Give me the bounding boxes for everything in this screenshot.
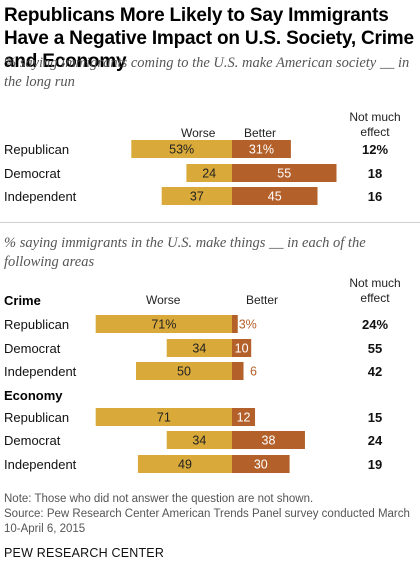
section-1-row-label-independent: Independent bbox=[4, 189, 77, 204]
crime-worse-bar-republican bbox=[95, 315, 233, 333]
society-better-bar-independent bbox=[232, 187, 318, 205]
footer-note: Note: Those who did not answer the quest… bbox=[4, 493, 314, 505]
crime-worse-label-democrat: 34 bbox=[192, 342, 206, 356]
section-1-worse-header: Worse bbox=[181, 126, 216, 140]
economy-better-label-independent: 30 bbox=[254, 458, 268, 472]
section-1-row-label-republican: Republican bbox=[4, 142, 70, 157]
section-1-subtitle: % saying immigrants coming to the U.S. m… bbox=[4, 55, 410, 90]
economy-worse-bar-independent bbox=[137, 455, 232, 473]
economy-better-bar-republican bbox=[232, 408, 256, 426]
crime-better-bar-independent bbox=[232, 362, 244, 380]
crime-better-bar-republican bbox=[232, 315, 238, 333]
group-label-economy: Economy bbox=[4, 388, 63, 403]
economy-better-label-democrat: 38 bbox=[262, 434, 276, 448]
society-better-label-independent: 45 bbox=[268, 190, 282, 204]
section-1-effect-header: Not much effect bbox=[349, 110, 401, 139]
chart-title: Republicans More Likely to Say Immigrant… bbox=[4, 5, 414, 72]
crime-worse-bar-democrat bbox=[166, 339, 232, 357]
section-1-row-label-democrat: Democrat bbox=[4, 166, 61, 181]
section-2-better-header: Better bbox=[246, 293, 279, 307]
crime-row-label-independent: Independent bbox=[4, 364, 77, 379]
economy-worse-label-democrat: 34 bbox=[192, 434, 206, 448]
crime-better-bar-democrat bbox=[232, 339, 252, 357]
crime-effect-value-independent: 42 bbox=[367, 364, 383, 379]
crime-worse-label-independent: 50 bbox=[177, 365, 191, 379]
crime-row-label-democrat: Democrat bbox=[4, 341, 61, 356]
section-2-subtitle: % saying immigrants in the U.S. make thi… bbox=[4, 235, 366, 270]
society-worse-label-independent: 37 bbox=[190, 190, 204, 204]
society-worse-bar-republican bbox=[131, 140, 232, 158]
section-1-better-header: Better bbox=[244, 126, 277, 140]
section-2-effect-header: Not much effect bbox=[349, 276, 401, 305]
economy-worse-label-republican: 71 bbox=[157, 411, 171, 425]
society-better-label-republican: 31% bbox=[249, 143, 274, 157]
economy-row-label-independent: Independent bbox=[4, 457, 77, 472]
economy-effect-value-republican: 15 bbox=[367, 410, 383, 425]
crime-better-label-democrat: 10 bbox=[235, 342, 249, 356]
economy-row-label-democrat: Democrat bbox=[4, 433, 61, 448]
economy-effect-value-democrat: 24 bbox=[367, 433, 383, 448]
society-worse-bar-independent bbox=[161, 187, 232, 205]
section-divider bbox=[0, 222, 420, 223]
society-better-label-democrat: 55 bbox=[277, 167, 291, 181]
crime-better-label-republican: 3% bbox=[239, 318, 257, 332]
society-better-bar-republican bbox=[232, 140, 291, 158]
economy-worse-bar-democrat bbox=[166, 431, 232, 449]
economy-better-bar-independent bbox=[232, 455, 290, 473]
crime-row-label-republican: Republican bbox=[4, 317, 70, 332]
society-worse-label-republican: 53% bbox=[169, 143, 194, 157]
crime-better-label-independent: 6 bbox=[250, 365, 257, 379]
society-worse-label-democrat: 24 bbox=[202, 167, 216, 181]
section-1-effect-value-republican: 12% bbox=[361, 142, 389, 157]
section-1-effect-value-democrat: 18 bbox=[367, 166, 383, 181]
footer-source: Source: Pew Research Center American Tre… bbox=[4, 508, 410, 535]
economy-better-bar-democrat bbox=[232, 431, 305, 449]
section-1-effect-value-independent: 16 bbox=[367, 189, 383, 204]
footer-brand: PEW RESEARCH CENTER bbox=[4, 546, 165, 560]
economy-row-label-republican: Republican bbox=[4, 410, 70, 425]
society-worse-bar-democrat bbox=[186, 164, 232, 182]
economy-worse-label-independent: 49 bbox=[178, 458, 192, 472]
economy-worse-bar-republican bbox=[95, 408, 233, 426]
economy-better-label-republican: 12 bbox=[237, 411, 251, 425]
society-better-bar-democrat bbox=[232, 164, 337, 182]
crime-worse-bar-independent bbox=[136, 362, 232, 380]
crime-effect-value-republican: 24% bbox=[361, 317, 389, 332]
section-2-worse-header: Worse bbox=[146, 293, 181, 307]
group-label-crime: Crime bbox=[4, 293, 41, 308]
economy-effect-value-independent: 19 bbox=[367, 457, 383, 472]
crime-effect-value-democrat: 55 bbox=[367, 341, 383, 356]
crime-worse-label-republican: 71% bbox=[151, 318, 176, 332]
